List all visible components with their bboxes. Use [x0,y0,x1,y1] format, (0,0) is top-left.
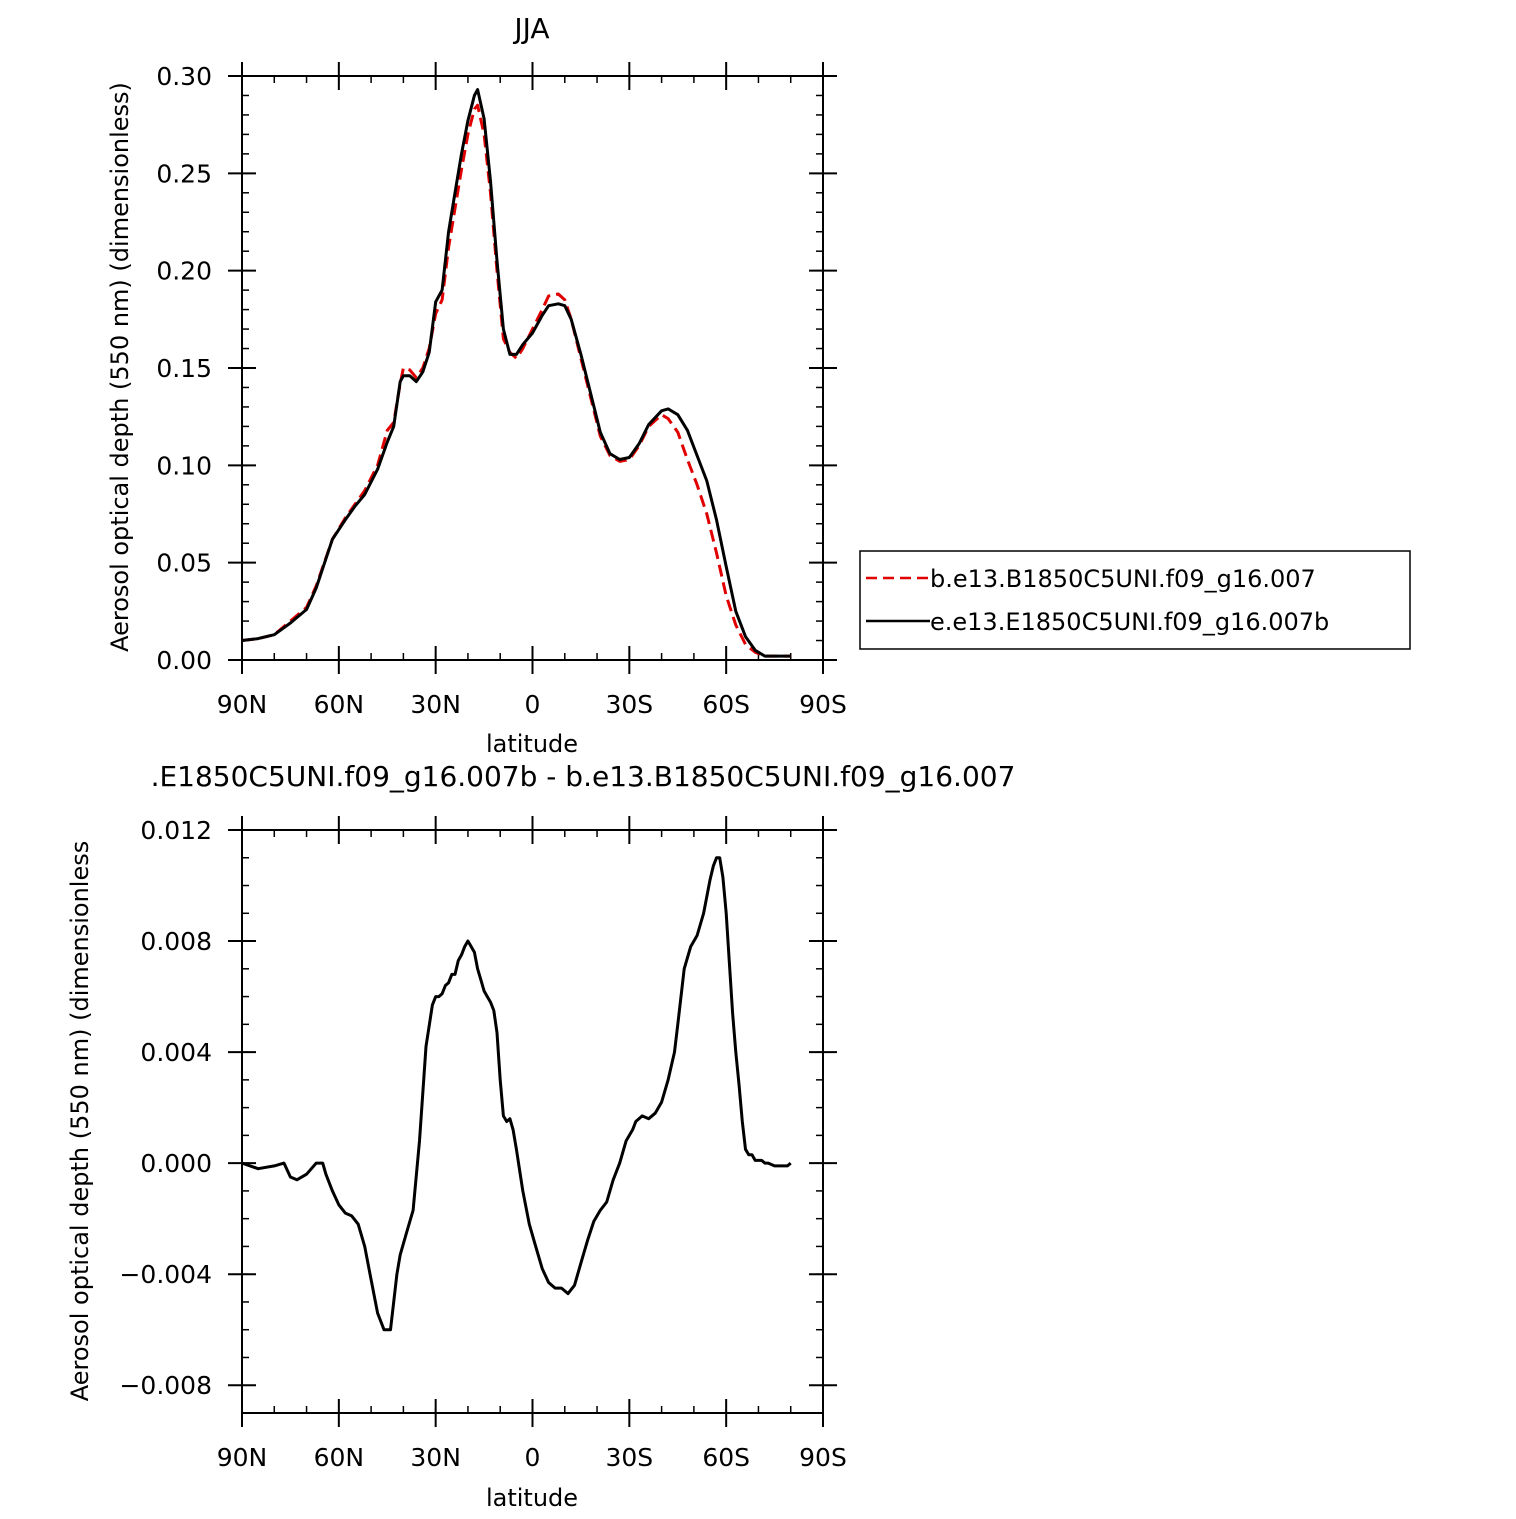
x-tick-label: 90N [217,690,268,719]
x-tick-label: 30N [410,1443,461,1472]
y-tick-label: 0.25 [156,159,212,188]
plot-frame [241,829,824,1414]
y-tick-label: −0.004 [119,1260,212,1289]
x-tick-label: 60N [314,690,365,719]
y-tick-label: 0.004 [140,1038,212,1067]
x-tick-label: 30N [410,690,461,719]
y-axis-label: Aerosol optical depth (550 nm) (dimensio… [66,841,94,1401]
bottom-panel: .E1850C5UNI.f09_g16.007b - b.e13.B1850C5… [66,760,1015,1512]
series-line-2 [241,88,791,658]
y-axis-label: Aerosol optical depth (550 nm) (dimensio… [106,82,134,652]
y-tick-label: 0.008 [140,927,212,956]
chart-title: JJA [512,12,549,45]
x-tick-label: 0 [525,690,541,719]
x-tick-label: 60N [314,1443,365,1472]
y-tick-label: −0.008 [119,1371,212,1400]
series-line-1 [241,856,792,1332]
x-tick-label: 30S [605,1443,653,1472]
legend-label-series-1: b.e13.B1850C5UNI.f09_g16.007 [930,565,1316,593]
y-tick-label: 0.05 [156,549,212,578]
y-tick-label: 0.15 [156,354,212,383]
plot-frame [241,75,824,661]
legend: b.e13.B1850C5UNI.f09_g16.007 e.e13.E1850… [859,550,1411,650]
series-line-1 [241,103,791,658]
y-tick-label: 0.00 [156,646,212,675]
x-tick-label: 60S [702,1443,750,1472]
chart-title: .E1850C5UNI.f09_g16.007b - b.e13.B1850C5… [151,760,1016,793]
plot-area: 90N 60N 30N 0 30S 60S 90S −0.008 −0.004 0.000 0.00… [119,816,847,1472]
x-tick-label: 30S [605,690,653,719]
x-axis-label: latitude [486,730,578,758]
y-tick-label: 0.20 [156,257,212,286]
y-tick-label: 0.012 [140,816,212,845]
legend-label-series-2: e.e13.E1850C5UNI.f09_g16.007b [930,608,1329,636]
x-tick-label: 90S [799,1443,847,1472]
x-tick-label: 90N [217,1443,268,1472]
plot-area: 90N 60N 30N 0 30S 60S 90S 0.00 0.05 0.10 0.15 0.20 0… [156,62,847,719]
y-tick-label: 0.30 [156,62,212,91]
y-tick-label: 0.10 [156,451,212,480]
legend-box [859,550,1411,650]
x-axis-label: latitude [486,1484,578,1512]
y-tick-label: 0.000 [140,1149,212,1178]
x-tick-label: 0 [525,1443,541,1472]
x-tick-label: 90S [799,690,847,719]
top-panel: JJA 90N 60N 30N 0 30S 60S 90S 0.00 0.05 0.10 0.15 0… [106,12,847,758]
x-tick-label: 60S [702,690,750,719]
